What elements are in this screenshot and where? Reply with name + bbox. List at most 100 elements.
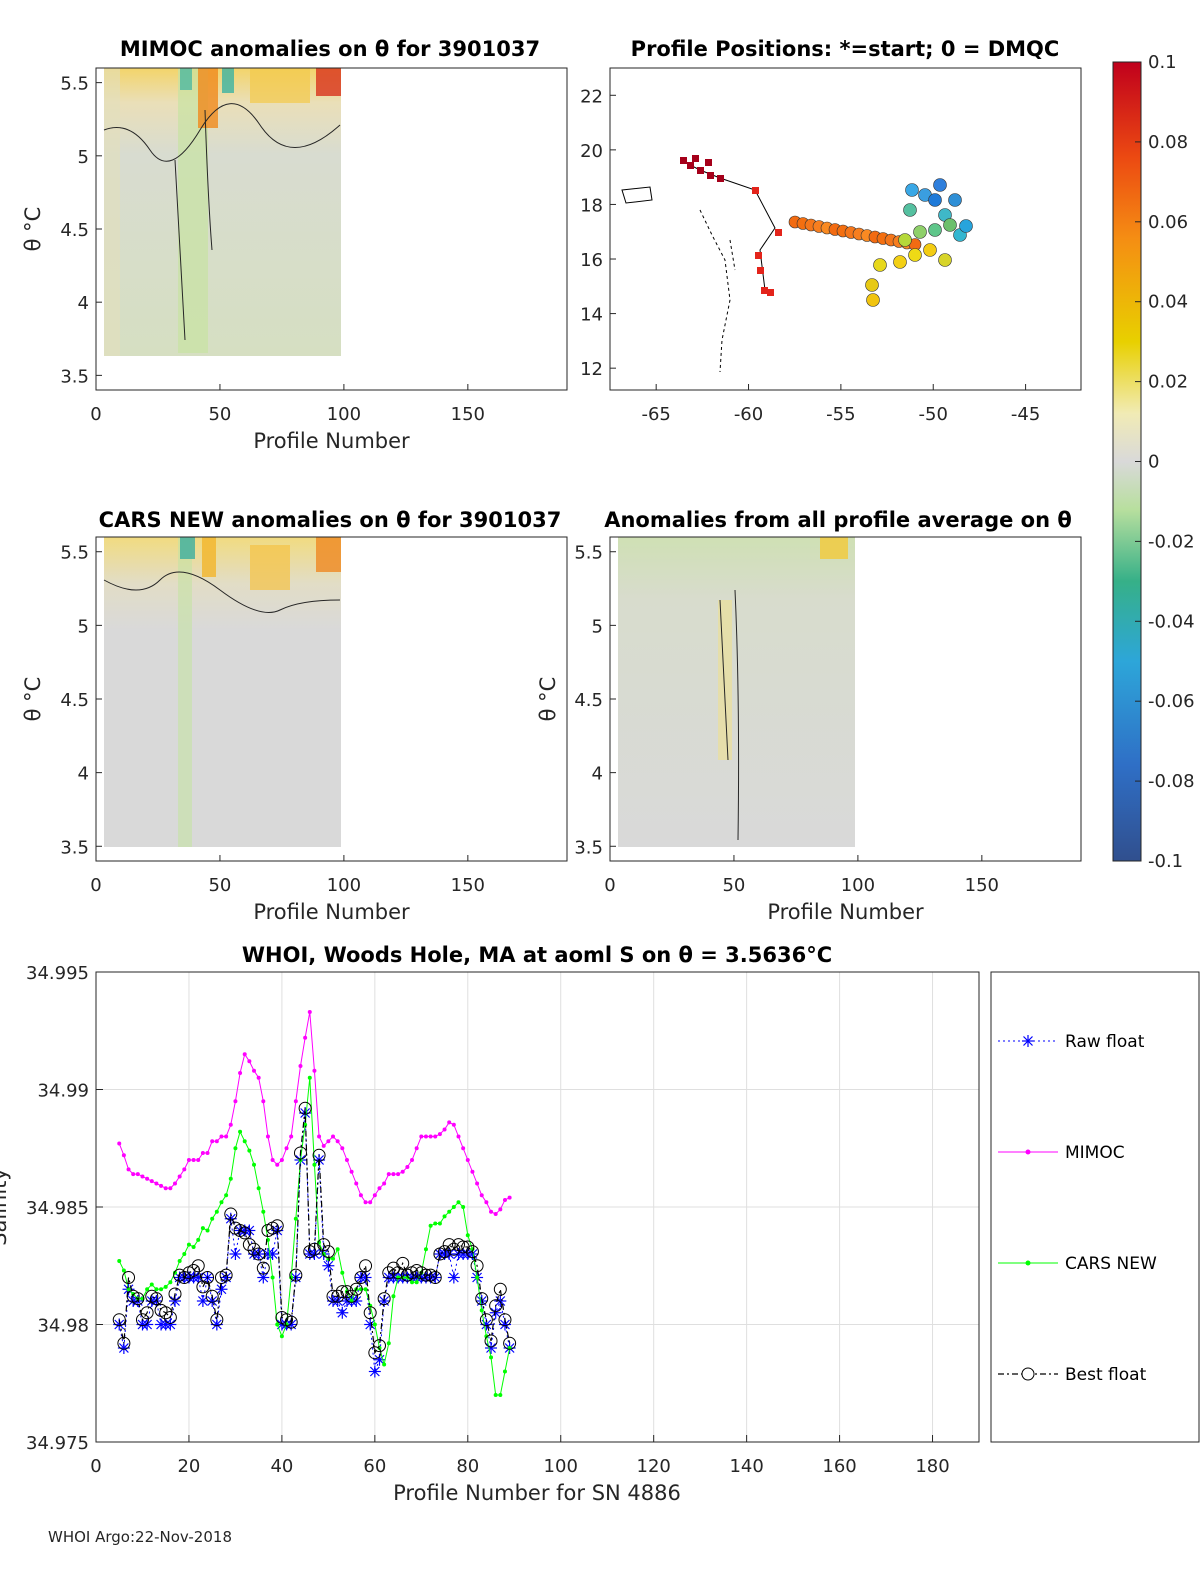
point-mimoc <box>461 1146 466 1151</box>
cars-xtick-label: 150 <box>451 875 485 896</box>
point-cars-new <box>386 1341 391 1346</box>
colorbar-tick-label: 0.04 <box>1148 292 1188 313</box>
point-best-float <box>503 1336 517 1350</box>
point-best-float <box>238 1226 252 1240</box>
point-cars-new <box>484 1334 489 1339</box>
chart-xtick-label: 80 <box>456 1456 479 1477</box>
point-best-float <box>219 1268 233 1282</box>
chart-xlabel: Profile Number for SN 4886 <box>393 1481 681 1505</box>
point-cars-new <box>428 1223 433 1228</box>
point-raw-float <box>266 1248 279 1260</box>
point-best-float <box>122 1271 136 1284</box>
point-cars-new <box>196 1237 201 1242</box>
track-circle-marker <box>865 278 879 292</box>
point-stroke <box>323 1260 334 1271</box>
point-raw-float <box>141 1318 154 1331</box>
point-best-float <box>201 1271 215 1284</box>
track-square-marker <box>761 287 768 294</box>
point-raw-float <box>169 1295 182 1307</box>
cars-ticks: 0 50 100 150 5.5 5 4.5 4 3.5 Profile Number θ °C <box>21 543 485 924</box>
point-best-float <box>224 1207 238 1221</box>
point-best-float <box>163 1310 177 1324</box>
footer-text: WHOI Argo:22-Nov-2018 <box>48 1528 232 1546</box>
legend-marker-mimoc <box>1025 1149 1031 1155</box>
mimoc-heatmap-edge <box>104 68 120 356</box>
point-cars-new <box>447 1209 452 1214</box>
coastline-chain <box>699 209 736 373</box>
point-cars-new <box>121 1268 126 1273</box>
chart-xtick-label: 60 <box>363 1456 386 1477</box>
point-cars-new <box>479 1308 484 1313</box>
mimoc-xtick-label: 0 <box>90 404 101 425</box>
point-best-float <box>354 1271 368 1284</box>
point-best-float <box>242 1238 256 1252</box>
point-mimoc <box>465 1158 470 1162</box>
colorbar-tick-label: 0.1 <box>1148 52 1177 73</box>
positions-ytick-label: 14 <box>580 305 603 326</box>
point-cars-new <box>256 1186 261 1191</box>
point-cars-new <box>433 1221 438 1226</box>
allavg-title: Anomalies from all profile average on θ <box>604 508 1072 532</box>
legend-label-mimoc: MIMOC <box>1065 1143 1125 1163</box>
point-cars-new <box>312 1162 317 1167</box>
point-raw-float <box>494 1295 507 1307</box>
point-stroke <box>481 1319 492 1330</box>
point-best-float <box>168 1287 182 1301</box>
point-stroke <box>244 1225 255 1236</box>
chart-xtick-label: 160 <box>822 1456 856 1477</box>
point-mimoc <box>335 1139 340 1144</box>
point-mimoc <box>484 1200 489 1205</box>
point-mimoc <box>451 1122 456 1127</box>
point-mimoc <box>145 1176 150 1181</box>
point-stroke <box>365 1319 376 1330</box>
mimoc-xtick-label: 100 <box>327 404 361 425</box>
positions-ytick-label: 12 <box>580 359 603 380</box>
track-circle-marker <box>903 203 917 217</box>
point-mimoc <box>117 1141 122 1146</box>
point-mimoc <box>121 1153 126 1158</box>
chart-xtick-label: 40 <box>270 1456 293 1477</box>
mimoc-warm-patch <box>250 68 310 103</box>
point-mimoc <box>279 1158 284 1162</box>
cars-ytick-label: 5 <box>78 616 89 637</box>
track-square-marker <box>680 157 687 164</box>
point-cars-new <box>117 1259 122 1264</box>
point-mimoc <box>247 1059 252 1064</box>
colorbar-tick-label: 0 <box>1148 452 1159 473</box>
point-mimoc <box>414 1146 419 1151</box>
point-cars-new <box>159 1287 164 1292</box>
point-mimoc <box>377 1186 382 1191</box>
track-circle-marker <box>873 258 887 272</box>
mimoc-xlabel: Profile Number <box>253 429 410 453</box>
colorbar-tick-label: -0.02 <box>1148 531 1195 552</box>
mimoc-ytick-label: 4.5 <box>60 220 89 241</box>
point-mimoc <box>405 1165 410 1170</box>
point-cars-new <box>154 1287 159 1292</box>
point-best-float <box>112 1313 126 1327</box>
point-best-float <box>317 1238 331 1252</box>
cars-contour <box>103 571 341 613</box>
point-mimoc <box>498 1207 503 1212</box>
point-best-float <box>149 1292 163 1306</box>
point-mimoc <box>228 1122 233 1127</box>
track-square-marker <box>697 167 704 174</box>
point-stroke <box>351 1296 362 1306</box>
track-circle-marker <box>866 293 880 307</box>
allavg-ylabel: θ °C <box>536 677 560 722</box>
point-mimoc <box>238 1071 243 1076</box>
allavg-heatmap <box>618 537 855 847</box>
point-best-float <box>247 1242 261 1256</box>
point-mimoc <box>502 1197 507 1202</box>
point-best-float <box>438 1245 452 1259</box>
chart-title: WHOI, Woods Hole, MA at aoml S on θ = 3.… <box>242 943 832 967</box>
mimoc-contour <box>103 103 341 162</box>
mimoc-red-patch <box>316 68 341 96</box>
chart-ytick-label: 34.975 <box>26 1433 89 1454</box>
point-mimoc <box>210 1139 215 1144</box>
point-mimoc <box>275 1162 280 1167</box>
track-circle-marker <box>928 223 942 237</box>
point-mimoc <box>489 1209 494 1214</box>
legend-label-raw-float: Raw float <box>1065 1032 1145 1052</box>
point-raw-float <box>229 1248 242 1260</box>
colorbar-ticks: 0.1 0.08 0.06 0.04 0.02 0 -0.02 -0.04 -0.06 -0.08… <box>1135 52 1195 872</box>
